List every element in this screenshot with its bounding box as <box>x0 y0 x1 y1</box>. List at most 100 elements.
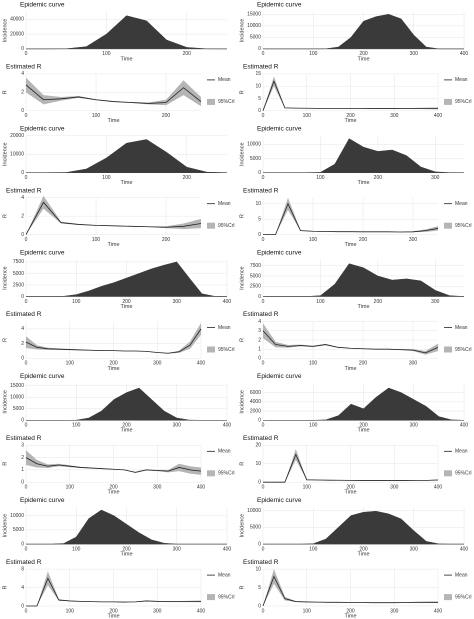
epidemic-chart: Epidemic curve Incidence Time 0 2500 5000 7500… <box>239 249 465 310</box>
x-tick-label: 100 <box>309 423 318 429</box>
x-tick-label: 200 <box>122 299 131 305</box>
x-axis-label: Time <box>357 304 369 310</box>
y-tick-label: 5000 <box>13 527 24 533</box>
epidemic-chart: Epidemic curveIncidenceTime0200040006000… <box>239 373 468 434</box>
x-tick-label: 300 <box>153 485 162 491</box>
x-tick-label: 400 <box>197 361 206 367</box>
y-axis-label: R <box>239 338 245 342</box>
legend-label: 95%CrI <box>218 99 235 105</box>
y-tick-label: 1 <box>258 347 261 353</box>
x-axis-label: Time <box>357 552 369 558</box>
legend-swatch <box>444 222 452 229</box>
x-tick-label: 100 <box>72 423 81 429</box>
y-tick-label: 0 <box>21 356 24 362</box>
y-axis-label: R <box>2 586 8 590</box>
x-tick-label: 400 <box>434 608 443 614</box>
x-tick-label: 200 <box>162 113 171 119</box>
mean-line <box>25 201 202 235</box>
ci-band <box>26 77 201 107</box>
x-tick-label: 100 <box>92 237 101 243</box>
x-tick-label: 0 <box>262 608 265 614</box>
x-tick-label: 200 <box>359 546 368 552</box>
y-axis-label: Incidence <box>239 19 245 43</box>
r-chart: Estimated R R Time 0 2 4 0 100 200 300 400 Mean 95%C… <box>2 311 234 372</box>
mean-line <box>262 575 438 607</box>
y-tick-label: 7500 <box>250 263 261 269</box>
legend-label: 95%CrI <box>455 99 472 105</box>
chart-title: Estimated R <box>243 559 279 566</box>
y-tick-label: 0 <box>21 108 24 114</box>
x-tick-label: 300 <box>173 423 182 429</box>
legend-swatch <box>207 222 215 229</box>
y-axis-label: Incidence <box>239 390 245 414</box>
chart-title: Epidemic curve <box>257 126 302 133</box>
mean-line <box>25 84 202 104</box>
chart-title: Estimated R <box>6 559 42 566</box>
chart-title: Estimated R <box>243 311 279 318</box>
legend-swatch <box>444 594 452 601</box>
legend-swatch <box>444 346 452 353</box>
y-tick-label: 20000 <box>10 31 24 37</box>
chart-title: Epidemic curve <box>20 2 65 9</box>
x-tick-label: 0 <box>25 361 28 367</box>
y-tick-label: 10 <box>255 84 261 90</box>
r-chart: Estimated R R Time 0 1 2 3 0 100 200 300 400 Mean 95%… <box>2 435 234 496</box>
y-tick-label: 0 <box>258 294 261 300</box>
y-tick-label: 15 <box>255 71 261 77</box>
epidemic-chart: Epidemic curve Incidence Time 0 5000 10000 150… <box>2 373 231 434</box>
x-axis-label: Time <box>344 490 356 496</box>
x-tick-label: 100 <box>309 361 318 367</box>
y-axis-label: Incidence <box>239 514 245 538</box>
epidemic-chart: Epidemic curve Incidence Time 0 10000 20000 0 1… <box>2 126 228 186</box>
epidemic-area <box>263 387 465 421</box>
chart-title: Epidemic curve <box>20 126 65 133</box>
y-tick-label: 1 <box>21 467 24 473</box>
legend-label: Mean <box>218 201 231 207</box>
x-tick-label: 300 <box>431 299 440 305</box>
x-tick-label: 100 <box>102 51 111 57</box>
y-tick-label: 0 <box>21 170 24 176</box>
chart-title: Epidemic curve <box>257 497 302 504</box>
x-tick-label: 300 <box>431 175 440 181</box>
x-tick-label: 400 <box>197 485 206 491</box>
x-tick-label: 200 <box>122 423 131 429</box>
y-axis-label: R <box>2 338 8 342</box>
y-tick-label: 0 <box>258 170 261 176</box>
x-tick-label: 300 <box>390 113 399 119</box>
y-tick-label: 2 <box>21 455 24 461</box>
x-axis-label: Time <box>344 118 356 124</box>
chart-title: Epidemic curve <box>20 497 65 504</box>
chart-title: Estimated R <box>6 64 42 71</box>
y-tick-label: 40000 <box>10 17 24 23</box>
x-axis-label: Time <box>120 56 132 62</box>
x-tick-label: 100 <box>309 237 318 243</box>
y-tick-label: 5000 <box>250 273 261 279</box>
legend-label: Mean <box>455 201 468 207</box>
y-tick-label: 5 <box>258 217 261 223</box>
legend-swatch <box>207 346 215 353</box>
chart-title: Estimated R <box>243 64 279 71</box>
r-chart: Estimated R R Time 0 4 8 0 100 200 300 400 Mean 95%C… <box>2 559 234 619</box>
epidemic-area <box>26 15 228 50</box>
y-axis-label: Incidence <box>2 514 8 538</box>
y-tick-label: 2 <box>21 213 24 219</box>
x-tick-label: 100 <box>102 175 111 181</box>
epidemic-area <box>26 509 227 545</box>
r-chart: Estimated R R Time 0 2 4 0 100 200 Mean 95%CrI <box>2 64 234 125</box>
y-tick-label: 15000 <box>10 383 24 389</box>
x-tick-label: 400 <box>223 546 232 552</box>
y-axis-label: Incidence <box>239 266 245 290</box>
y-tick-label: 0 <box>258 108 261 114</box>
mean-line <box>263 453 439 483</box>
x-tick-label: 0 <box>262 237 265 243</box>
x-tick-label: 0 <box>25 608 28 614</box>
legend-label: Mean <box>455 572 468 578</box>
y-tick-label: 5 <box>258 585 261 591</box>
x-tick-label: 400 <box>434 113 443 119</box>
x-tick-label: 400 <box>223 299 232 305</box>
y-tick-label: 5 <box>258 96 261 102</box>
y-axis-label: Incidence <box>2 142 8 166</box>
x-tick-label: 200 <box>359 237 368 243</box>
y-tick-label: 5000 <box>250 35 261 41</box>
x-tick-label: 100 <box>309 546 318 552</box>
